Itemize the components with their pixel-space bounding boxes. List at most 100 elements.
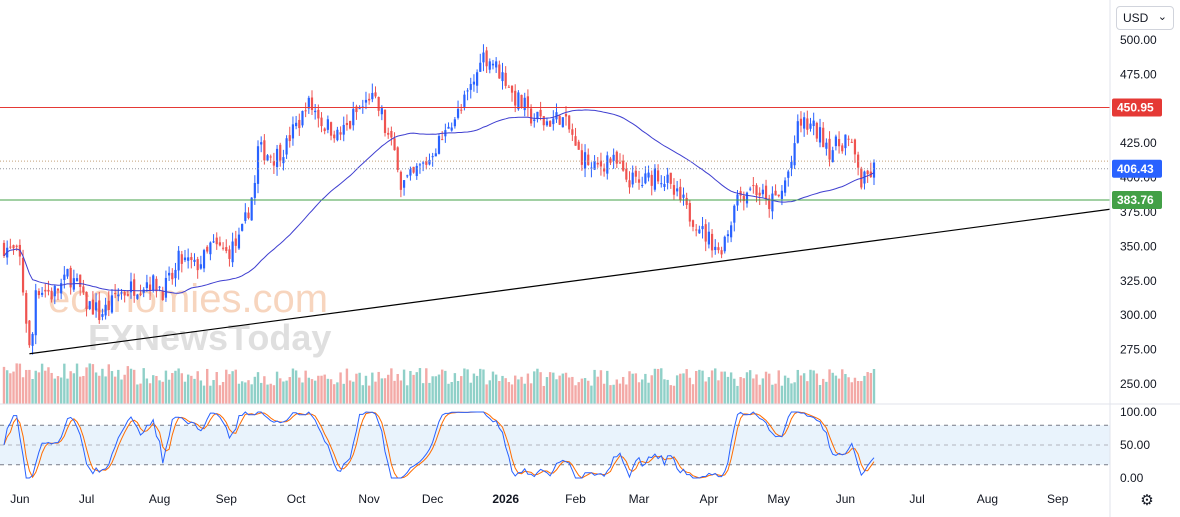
volume-bar <box>110 371 114 404</box>
volume-bar <box>844 374 847 404</box>
volume-bar <box>675 375 679 404</box>
candle <box>434 148 437 157</box>
volume-bar <box>444 370 447 404</box>
candle <box>241 223 244 232</box>
volume-bar <box>577 382 580 404</box>
volume-bar <box>869 372 873 404</box>
volume-bar <box>685 369 688 404</box>
price-tag-support: 383.76 <box>1112 190 1162 209</box>
candle <box>256 140 260 194</box>
time-axis[interactable]: Jun Jul Aug Sep Oct Nov Dec 2026 Feb Mar Apr May Jun… <box>10 492 1068 506</box>
candle <box>764 179 768 205</box>
candle <box>25 290 28 333</box>
volume-bar <box>269 383 272 404</box>
candle <box>837 131 841 154</box>
price-tag-current: 406.43 <box>1112 159 1162 178</box>
volume-bar <box>771 384 774 404</box>
volume-bar <box>742 378 746 404</box>
volume-bar <box>301 382 304 404</box>
volume-bar <box>837 378 841 404</box>
volume-bar <box>698 369 701 404</box>
candle <box>447 122 450 129</box>
candle <box>574 127 577 146</box>
volume-bar <box>701 370 704 404</box>
volume-bar <box>272 385 276 404</box>
volume-bar <box>723 371 726 404</box>
time-axis-label: Aug <box>149 492 170 506</box>
volume-bar <box>777 370 780 404</box>
volume-bar <box>167 379 171 404</box>
volume-bar <box>409 370 412 404</box>
volume-bar <box>841 369 844 404</box>
candle <box>774 184 777 196</box>
candle <box>352 101 355 131</box>
volume-bar <box>460 376 463 404</box>
candle <box>69 265 72 295</box>
volume-bar <box>793 382 796 404</box>
candle <box>82 279 85 295</box>
volume-bar <box>393 380 396 404</box>
volume-bar <box>606 370 609 404</box>
volume-bar <box>590 385 593 404</box>
candle <box>450 122 453 132</box>
volume-bar <box>25 369 28 404</box>
time-axis-label: Sep <box>216 492 238 506</box>
candle <box>199 255 202 270</box>
candle <box>202 248 206 273</box>
candle <box>15 244 18 252</box>
candle <box>393 132 396 151</box>
volume-bar <box>399 380 403 404</box>
time-axis-label: Jul <box>79 492 94 506</box>
candle <box>631 165 634 188</box>
volume-bar <box>790 383 793 404</box>
volume-bar <box>628 371 631 404</box>
candle <box>145 274 148 292</box>
volume-bar <box>672 385 676 404</box>
gear-icon[interactable]: ⚙ <box>1140 492 1154 509</box>
candle <box>479 53 482 72</box>
candle <box>399 170 402 198</box>
volume-bar <box>647 382 650 404</box>
volume-bar <box>834 375 838 404</box>
candle <box>755 183 758 203</box>
volume-bar <box>2 366 6 404</box>
candle <box>603 163 606 177</box>
volume-bar <box>367 385 371 404</box>
volume-bars <box>2 363 876 404</box>
volume-bar <box>5 370 9 404</box>
volume-bar <box>333 384 336 404</box>
candle <box>348 120 352 130</box>
volume-bar <box>469 382 472 404</box>
candle <box>114 283 117 299</box>
volume-bar <box>326 378 330 404</box>
candle <box>279 142 282 167</box>
candle <box>495 57 498 73</box>
volume-bar <box>526 373 530 404</box>
candle <box>790 155 793 177</box>
candle <box>412 166 415 174</box>
volume-bar <box>380 378 384 404</box>
candle <box>828 131 831 167</box>
volume-bar <box>313 380 317 404</box>
candle <box>850 138 853 143</box>
candle <box>314 103 317 120</box>
volume-bar <box>40 363 44 404</box>
volume-bar <box>634 373 638 404</box>
candle <box>250 197 253 221</box>
volume-bar <box>256 372 260 404</box>
volume-bar <box>650 375 653 404</box>
volume-bar <box>580 378 584 404</box>
volume-bar <box>431 376 434 404</box>
candle <box>787 169 790 187</box>
volume-bar <box>799 375 803 404</box>
candle <box>771 186 774 220</box>
candle <box>104 297 107 320</box>
price-axis[interactable]: 500.00475.00450.00425.00400.00375.00350.… <box>1120 33 1157 485</box>
currency-selector[interactable]: USD ⌄ <box>1116 6 1174 30</box>
volume-bar <box>514 375 517 404</box>
candle <box>669 172 672 189</box>
candle <box>723 235 726 254</box>
candle <box>79 274 82 296</box>
candle <box>453 116 456 129</box>
